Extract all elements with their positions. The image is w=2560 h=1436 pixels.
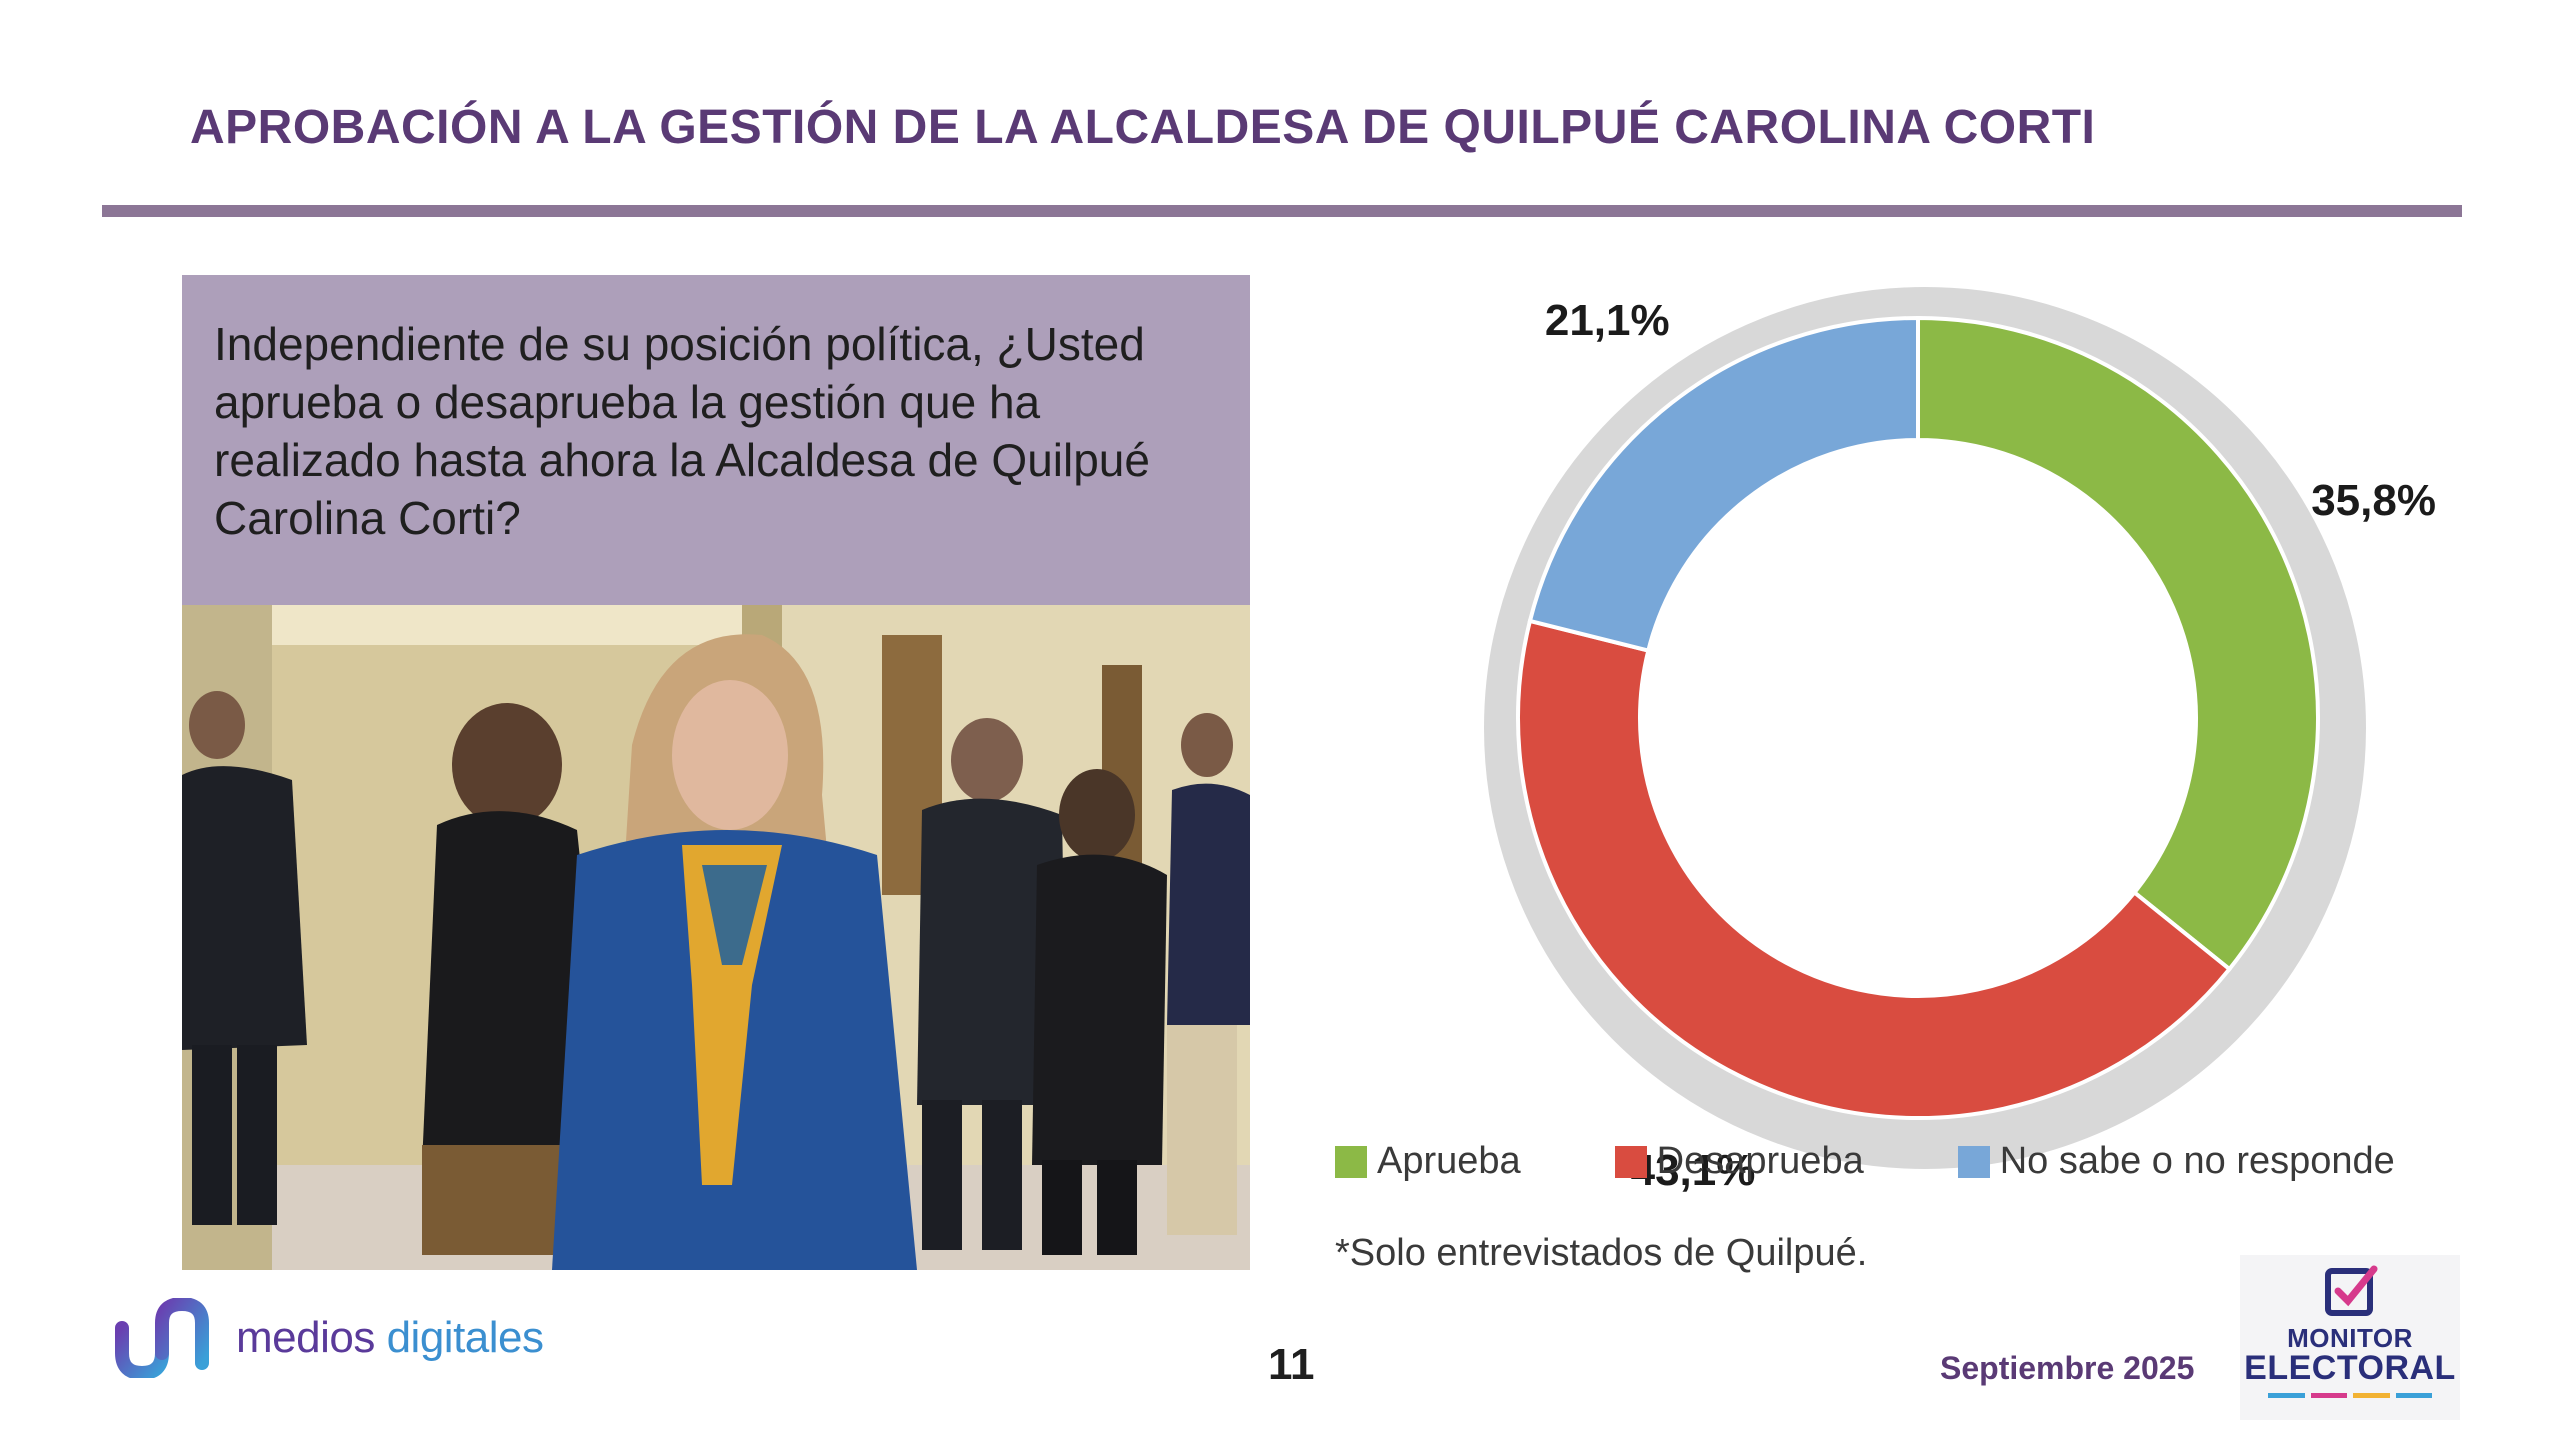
slice-no-sabe [1527,315,1920,653]
legend-item-aprueba: Aprueba [1335,1140,1521,1183]
legend-label: Aprueba [1377,1140,1521,1182]
legend-item-no-sabe: No sabe o no responde [1957,1140,2395,1183]
chart-legend: Aprueba Desaprueba No sabe o no responde [1335,1140,2395,1183]
logo-word-monitor: MONITOR [2287,1323,2413,1353]
logo-word-electoral: ELECTORAL [2244,1349,2456,1387]
legend-item-desaprueba: Desaprueba [1614,1140,1864,1183]
logo-bar-segment [2395,1393,2432,1398]
legend-label: No sabe o no responde [1999,1140,2395,1182]
monitor-electoral-logo: MONITOR ELECTORAL [2240,1255,2460,1420]
medios-digitales-logo-text: medios digitales [236,1313,544,1363]
logo-text-digitales: digitales [386,1313,544,1362]
legend-swatch [1614,1145,1647,1178]
legend-swatch [1957,1145,1990,1178]
logo-bar-segment [2310,1393,2347,1398]
logo-bar-segment [2268,1393,2305,1398]
legend-swatch [1335,1145,1367,1178]
logo-color-bar [2268,1393,2432,1398]
footnote: *Solo entrevistados de Quilpué. [1335,1232,1868,1274]
slice-value-label: 43,1% [1631,1146,1756,1195]
logo-text-medios: medios [236,1313,387,1362]
page-number: 11 [1268,1340,1315,1389]
medios-digitales-logo-icon [115,1298,209,1378]
footer-date: Septiembre 2025 [1940,1350,2195,1386]
slide-title: APROBACIÓN A LA GESTIÓN DE LA ALCALDESA … [190,101,2096,154]
legend-label: Desaprueba [1656,1140,1864,1182]
slice-desaprueba [1516,618,2233,1120]
logo-bar-segment [2353,1393,2390,1398]
ballot-check-icon [2325,1265,2378,1316]
slice-value-label: 35,8% [2311,476,2436,525]
slice-value-label: 21,1% [1545,296,1670,345]
slice-aprueba [1916,315,2320,972]
mayor-photo [182,605,1250,1270]
medios-digitales-logo: medios digitales [112,1298,544,1378]
question-box: Independiente de su posición política, ¿… [182,275,1250,605]
title-divider [102,205,2462,217]
question-text: Independiente de su posición política, ¿… [214,318,1150,544]
